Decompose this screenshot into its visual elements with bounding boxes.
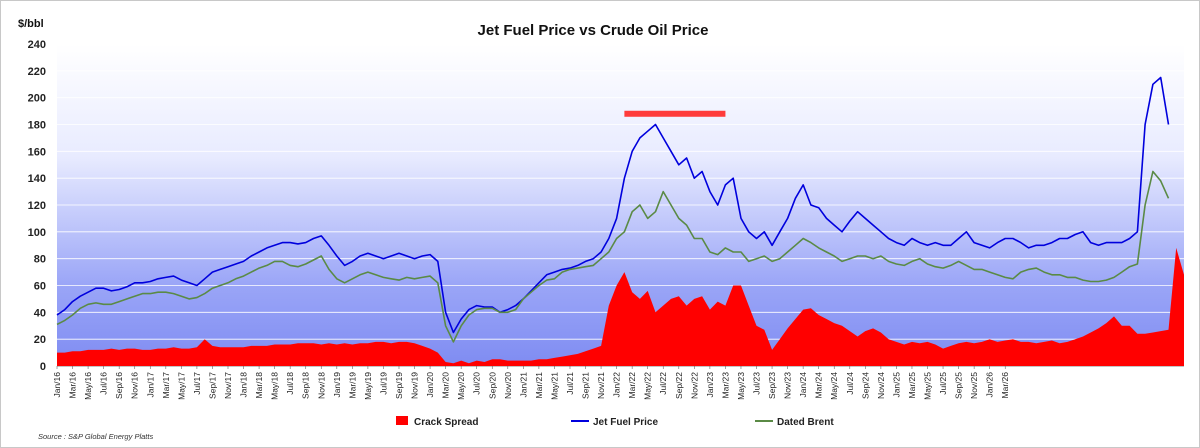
x-tick-label: Mar/26 xyxy=(1000,372,1010,399)
x-tick-label: Jan/26 xyxy=(985,372,995,398)
x-tick-label: Nov/21 xyxy=(596,372,606,399)
x-tick-label: Sep/19 xyxy=(394,372,404,399)
x-tick-label: Jan/22 xyxy=(612,372,622,398)
x-tick-label: Mar/16 xyxy=(68,372,78,399)
x-tick-label: Jul/23 xyxy=(752,372,762,395)
x-tick-label: Mar/18 xyxy=(254,372,264,399)
x-tick-label: Sep/18 xyxy=(301,372,311,399)
x-tick-label: May/17 xyxy=(176,372,186,400)
x-tick-label: Mar/20 xyxy=(441,372,451,399)
y-tick-label: 240 xyxy=(28,39,46,51)
y-tick-label: 120 xyxy=(28,200,46,212)
x-tick-label: May/16 xyxy=(83,372,93,400)
legend-label: Crack Spread xyxy=(414,417,478,428)
x-tick-label: Jan/16 xyxy=(52,372,62,398)
source-note: Source : S&P Global Energy Platts xyxy=(38,432,153,441)
x-tick-label: Nov/16 xyxy=(130,372,140,399)
x-tick-label: Jan/24 xyxy=(798,372,808,398)
x-tick-label: Mar/22 xyxy=(627,372,637,399)
x-tick-label: May/19 xyxy=(363,372,373,400)
x-tick-label: Mar/23 xyxy=(720,372,730,399)
x-tick-label: Jul/25 xyxy=(938,372,948,395)
annotation-bar xyxy=(624,110,726,117)
x-tick-label: Jul/17 xyxy=(192,372,202,395)
y-tick-label: 20 xyxy=(34,334,46,346)
y-axis-unit: $/bbl xyxy=(18,18,44,30)
x-tick-label: Jul/18 xyxy=(285,372,295,395)
x-tick-label: Nov/24 xyxy=(876,372,886,399)
x-tick-label: May/21 xyxy=(549,372,559,400)
x-tick-label: May/20 xyxy=(456,372,466,400)
legend-label: Jet Fuel Price xyxy=(593,417,658,428)
y-tick-label: 180 xyxy=(28,120,46,132)
x-tick-label: Nov/18 xyxy=(316,372,326,399)
x-tick-label: Mar/17 xyxy=(161,372,171,399)
legend: Crack Spread Jet Fuel Price Dated Brent xyxy=(396,416,834,428)
grid-lines xyxy=(57,43,1184,367)
x-tick-label: May/22 xyxy=(643,372,653,400)
x-tick-label: Sep/21 xyxy=(581,372,591,399)
x-tick-label: Nov/17 xyxy=(223,372,233,399)
series-crack-spread-area xyxy=(57,247,1184,366)
series-jet-fuel-price-line xyxy=(56,76,1170,334)
x-tick-label: Sep/20 xyxy=(487,372,497,399)
x-tick-label: Sep/23 xyxy=(767,372,777,399)
x-tick-label: May/24 xyxy=(829,372,839,400)
chart-title: Jet Fuel Price vs Crude Oil Price xyxy=(478,22,709,39)
x-tick-label: Jul/19 xyxy=(378,372,388,395)
x-tick-label: Jul/22 xyxy=(658,372,668,395)
y-tick-label: 80 xyxy=(34,254,46,266)
x-tick-label: Jan/21 xyxy=(518,372,528,398)
x-tick-label: Sep/17 xyxy=(207,372,217,399)
y-tick-label: 160 xyxy=(28,146,46,158)
x-tick-label: May/23 xyxy=(736,372,746,400)
legend-swatch xyxy=(396,416,408,425)
x-tick-label: May/18 xyxy=(270,372,280,400)
legend-label: Dated Brent xyxy=(777,417,834,428)
x-tick-label: Jan/23 xyxy=(705,372,715,398)
series-group xyxy=(56,76,1184,366)
x-tick-label: Jan/20 xyxy=(425,372,435,398)
x-tick-label: Sep/16 xyxy=(114,372,124,399)
x-tick-label: Sep/25 xyxy=(954,372,964,399)
y-tick-label: 40 xyxy=(34,307,46,319)
x-tick-label: Sep/22 xyxy=(674,372,684,399)
x-tick-label: Nov/23 xyxy=(783,372,793,399)
x-tick-label: Nov/22 xyxy=(689,372,699,399)
x-tick-label: Jul/20 xyxy=(472,372,482,395)
x-tick-label: Nov/20 xyxy=(503,372,513,399)
x-tick-label: Jan/25 xyxy=(891,372,901,398)
x-tick-label: Jan/19 xyxy=(332,372,342,398)
x-tick-label: Sep/24 xyxy=(860,372,870,399)
x-tick-label: Mar/21 xyxy=(534,372,544,399)
x-tick-label: Mar/25 xyxy=(907,372,917,399)
y-tick-label: 60 xyxy=(34,281,46,293)
y-tick-label: 200 xyxy=(28,93,46,105)
y-tick-label: 220 xyxy=(28,66,46,78)
x-tick-labels: Jan/16 Mar/16 May/16 Jul/16 Sep/16 Nov/16 Jan/… xyxy=(52,366,1010,400)
series-dated-brent-line xyxy=(56,170,1170,343)
x-tick-label: Nov/19 xyxy=(410,372,420,399)
y-tick-labels: 0 20 40 60 80 100 120 140 160 180 200 220 240 xyxy=(28,39,46,373)
y-tick-label: 100 xyxy=(28,227,46,239)
y-tick-label: 0 xyxy=(40,361,46,373)
x-tick-label: Jul/24 xyxy=(845,372,855,395)
y-tick-label: 140 xyxy=(28,173,46,185)
x-tick-label: Mar/24 xyxy=(814,372,824,399)
x-tick-label: Jan/17 xyxy=(145,372,155,398)
x-tick-label: Mar/19 xyxy=(347,372,357,399)
x-tick-label: Jul/21 xyxy=(565,372,575,395)
x-tick-label: Jan/18 xyxy=(239,372,249,398)
x-tick-label: Nov/25 xyxy=(969,372,979,399)
x-tick-label: May/25 xyxy=(923,372,933,400)
x-tick-label: Jul/16 xyxy=(99,372,109,395)
